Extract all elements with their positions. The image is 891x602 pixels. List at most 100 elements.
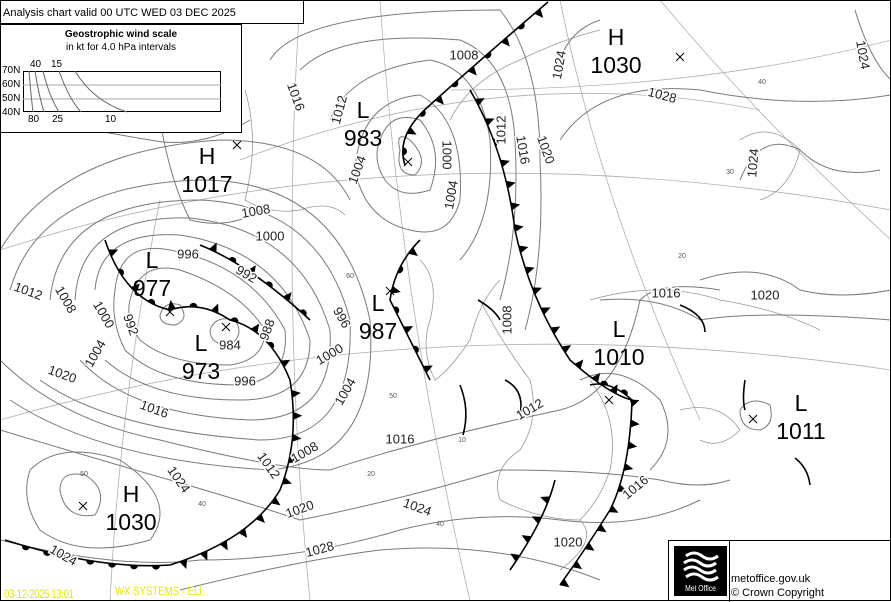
cold-front-triangle	[391, 286, 401, 294]
cold-front-triangle	[559, 578, 570, 588]
met-office-logo: Met Office	[674, 546, 727, 596]
svg-text:L: L	[195, 330, 208, 356]
cold-front-triangle	[500, 37, 510, 47]
cold-front-triangle	[574, 359, 584, 370]
wind-speed-label: 15	[51, 59, 63, 70]
warm-front-semicircle	[21, 545, 30, 551]
warm-front-semicircle	[397, 265, 404, 274]
grid-label: 20	[678, 253, 686, 260]
cold-front-triangle	[617, 484, 628, 493]
cold-front-triangle	[108, 249, 119, 257]
warm-front	[589, 383, 633, 401]
wind-scale-title: Geostrophic wind scale	[64, 29, 178, 40]
warm-front-semicircle	[402, 147, 407, 156]
svg-text:987: 987	[359, 318, 397, 344]
isobar-label: 1004	[81, 337, 108, 370]
wind-scale-graph	[23, 71, 221, 113]
site-link[interactable]: metoffice.gov.uk	[731, 573, 811, 585]
trough-line	[504, 379, 522, 416]
isobar-label: 1016	[386, 431, 415, 446]
svg-text:L: L	[613, 316, 626, 342]
isobar-label: 1024	[853, 39, 873, 70]
cold-front-triangle	[211, 303, 219, 314]
grid-labels: 40 30 20 60 50 10 20 40 50 40	[80, 79, 766, 528]
cold-front-triangle	[288, 455, 298, 464]
cold-front-triangle	[608, 505, 619, 513]
cold-front-triangle	[514, 223, 524, 232]
grid-label: 40	[198, 501, 206, 508]
svg-text:1010: 1010	[593, 344, 644, 370]
cold-front-triangle	[130, 283, 140, 293]
centre-cross-icon	[165, 307, 175, 317]
svg-text:H: H	[123, 481, 140, 507]
warm-front-semicircle	[117, 268, 124, 277]
grid-label: 60	[346, 273, 354, 280]
isobar-label: 1004	[441, 179, 461, 210]
centre-cross-icon	[221, 322, 231, 332]
svg-text:973: 973	[182, 358, 220, 384]
latitude-label: 50N	[2, 93, 21, 104]
svg-text:L: L	[795, 390, 808, 416]
isobar-label: 1000	[313, 340, 346, 367]
occluded-front	[401, 1, 549, 166]
latitude-label: 40N	[2, 107, 21, 118]
occluded-front	[389, 239, 431, 381]
warm-front-semicircle	[299, 309, 307, 317]
cold-front-triangle	[506, 180, 516, 189]
isobar-label: 1004	[345, 153, 369, 185]
isobar-label: 996	[177, 246, 199, 261]
warm-front-semicircle	[147, 298, 156, 305]
centre-cross-icon	[675, 52, 685, 62]
warm-front-semicircle	[86, 560, 95, 565]
fronts	[4, 1, 811, 586]
cold-front-triangle	[280, 359, 291, 368]
cold-front-triangle	[518, 245, 529, 254]
svg-text:1030: 1030	[105, 509, 156, 535]
cold-front-triangle	[291, 389, 301, 398]
cold-front-triangle	[484, 118, 495, 126]
isobar-label: 1000	[440, 141, 455, 170]
isobar-label: 984	[219, 337, 241, 352]
svg-text:977: 977	[133, 275, 171, 301]
isobar-label: 1028	[304, 538, 336, 560]
warm-front-semicircle	[451, 80, 459, 88]
svg-text:1030: 1030	[590, 52, 641, 78]
isobar-label: 992	[120, 312, 142, 338]
cold-front-triangle	[550, 326, 561, 335]
trough-line	[742, 379, 746, 411]
grid-label: 40	[436, 521, 444, 528]
isobar-label: 1020	[751, 287, 780, 302]
isobar-label: 1012	[254, 449, 283, 481]
cold-front	[469, 89, 633, 586]
isobar-label: 1016	[284, 80, 308, 112]
centre-cross-icon	[385, 286, 395, 296]
cold-front-triangle	[521, 535, 532, 544]
systems-label: WX SYSTEMS - ELI	[115, 584, 202, 598]
cold-front-triangle	[531, 516, 542, 524]
warm-front-semicircle	[418, 109, 426, 117]
cold-front-triangle	[292, 433, 302, 442]
cold-front-triangle	[510, 553, 521, 562]
cold-front-triangle	[270, 496, 281, 506]
cold-front-triangle	[524, 266, 535, 275]
warm-front-semicircle	[130, 565, 139, 570]
warm-front-semicircle	[484, 51, 492, 59]
isobar-label: 1012	[513, 395, 546, 422]
wind-speed-label: 80	[28, 114, 40, 125]
isobar-label: 1004	[331, 375, 358, 408]
warm-front-semicircle	[152, 565, 161, 570]
wind-speed-label: 25	[52, 114, 64, 125]
warm-front-semicircle	[517, 22, 525, 30]
grid-label: 10	[458, 437, 466, 444]
grid-label: 50	[80, 471, 88, 478]
attribution-panel: Met Office metoffice.gov.uk © Crown Copy…	[668, 540, 891, 602]
isobar-label: 1008	[450, 47, 479, 62]
trough-line	[679, 304, 706, 333]
